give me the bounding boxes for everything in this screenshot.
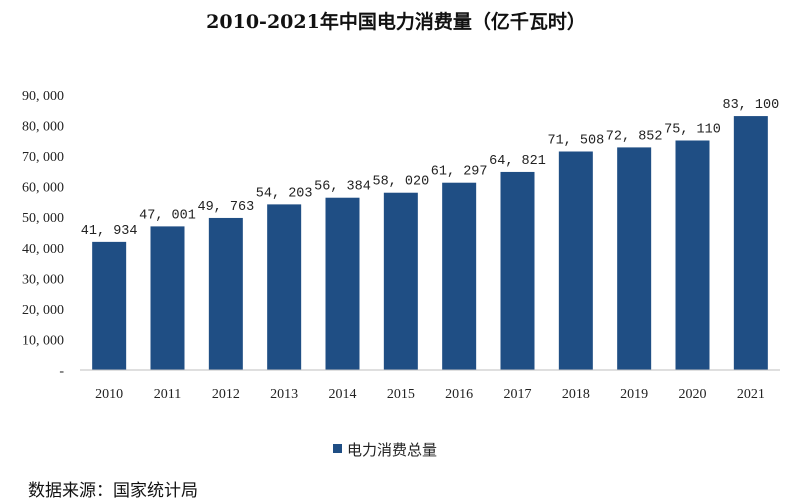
x-axis-ticks: 2010 2011 2012 2013 2014 2015 2016 2017 2018 2019… <box>95 387 765 402</box>
y-tick-label: 80, 000 <box>22 120 64 135</box>
x-tick-label: 2015 <box>387 387 415 402</box>
x-tick-label: 2019 <box>620 387 648 402</box>
data-label: 56, 384 <box>314 180 371 195</box>
data-label: 41, 934 <box>81 224 138 239</box>
bar <box>92 241 127 370</box>
x-tick-label: 2013 <box>270 387 298 402</box>
y-tick-label: 50, 000 <box>22 211 64 226</box>
bar <box>208 217 243 370</box>
y-tick-label: 60, 000 <box>22 181 64 196</box>
data-label: 47, 001 <box>139 208 196 223</box>
y-axis-ticks: - 10, 000 20, 000 30, 000 40, 000 50, 000 60, … <box>22 89 64 379</box>
bar <box>500 171 535 370</box>
x-tick-label: 2021 <box>737 387 765 402</box>
y-tick-label: 20, 000 <box>22 303 64 318</box>
y-tick-label: 40, 000 <box>22 242 64 257</box>
x-tick-label: 2016 <box>445 387 473 402</box>
data-label: 72, 852 <box>606 129 663 144</box>
data-label: 83, 100 <box>722 98 779 113</box>
data-label: 75, 110 <box>664 122 721 137</box>
bar <box>733 116 768 370</box>
data-label: 58, 020 <box>372 175 429 190</box>
x-tick-label: 2010 <box>95 387 123 402</box>
bar <box>617 147 652 370</box>
data-label: 71, 508 <box>547 134 604 149</box>
y-tick-label: 70, 000 <box>22 150 64 165</box>
x-tick-label: 2012 <box>212 387 240 402</box>
legend: 电力消费总量 <box>333 441 437 459</box>
x-tick-label: 2020 <box>679 387 707 402</box>
bar <box>675 140 710 370</box>
y-tick-label: 10, 000 <box>22 333 64 348</box>
bar <box>150 226 185 370</box>
data-label: 49, 763 <box>197 200 254 215</box>
x-tick-label: 2014 <box>329 387 357 402</box>
legend-label: 电力消费总量 <box>347 441 437 459</box>
chart-title: 2010-2021年中国电力消费量（亿千瓦时） <box>206 10 586 33</box>
x-tick-label: 2017 <box>504 387 532 402</box>
y-tick-label: - <box>59 364 64 379</box>
y-tick-label: 90, 000 <box>22 89 64 104</box>
y-tick-label: 30, 000 <box>22 272 64 287</box>
bar <box>442 182 477 370</box>
data-label: 64, 821 <box>489 154 546 169</box>
data-label: 61, 297 <box>431 165 488 180</box>
bar <box>558 151 593 370</box>
bar <box>267 204 302 370</box>
data-label: 54, 203 <box>256 186 313 201</box>
legend-swatch <box>333 444 342 453</box>
x-tick-label: 2011 <box>154 387 181 402</box>
bar-group <box>92 116 768 370</box>
x-tick-label: 2018 <box>562 387 590 402</box>
source-note: 数据来源：国家统计局 <box>28 481 198 501</box>
bar <box>325 197 360 370</box>
bar <box>383 192 418 370</box>
